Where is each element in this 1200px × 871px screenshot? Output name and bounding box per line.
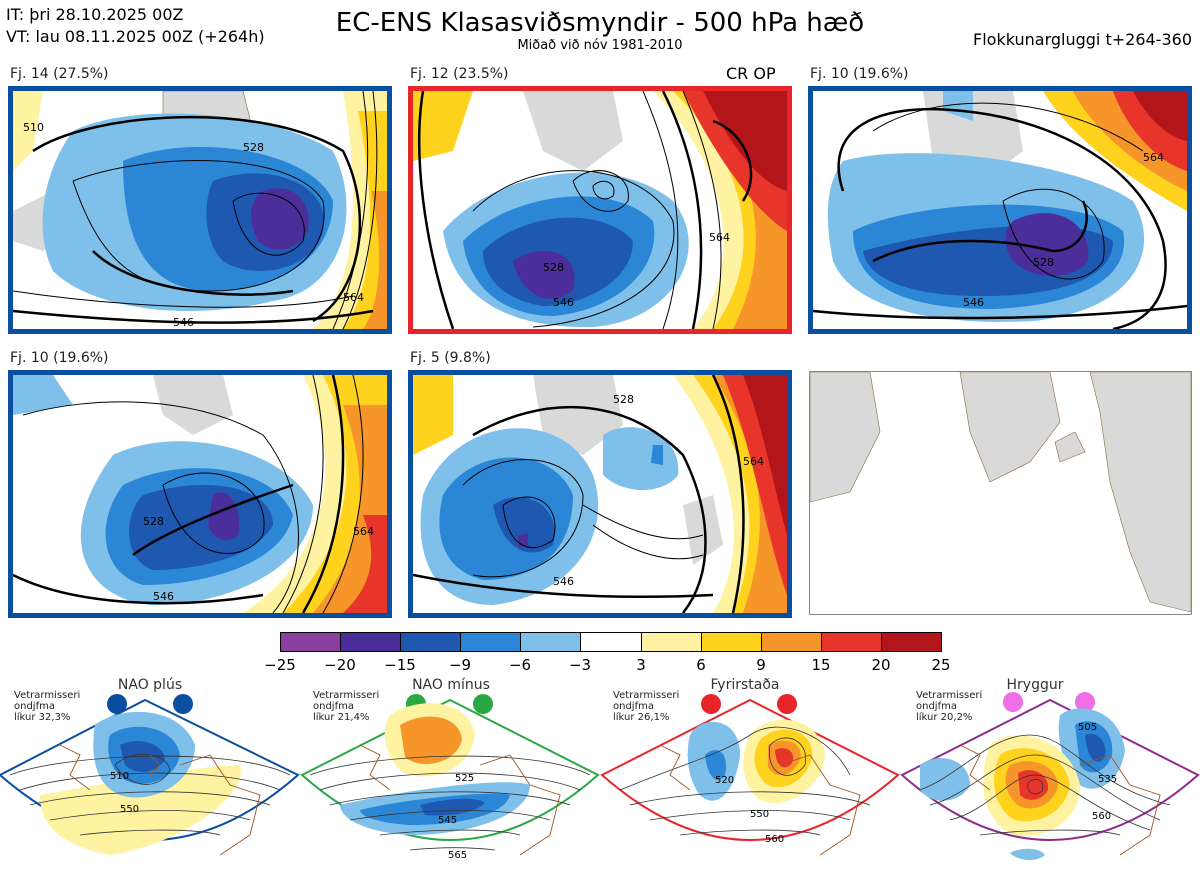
colorbar-swatch (821, 633, 882, 651)
regime-contour-label: 505 (1078, 722, 1097, 733)
regime-contour-label: 535 (1098, 774, 1117, 785)
colorbar-tick: 9 (756, 656, 766, 674)
regime-marker (1003, 692, 1023, 712)
cluster-label: Fj. 12 (23.5%) (410, 66, 509, 82)
regime-title: NAO plús (117, 677, 183, 693)
cluster-map-2: 528 546 564 (408, 86, 792, 334)
regime-marker (473, 694, 493, 714)
regime-contour-label: 510 (110, 771, 129, 782)
regime-title: NAO mínus (412, 677, 490, 693)
regime-note: Vetrarmisseri ondjfma líkur 20,2% (916, 690, 983, 723)
header-times: IT: þri 28.10.2025 00Z VT: lau 08.11.202… (6, 4, 265, 48)
classification-window: Flokkunargluggi t+264-360 (973, 30, 1192, 49)
empty-map-panel (809, 371, 1192, 615)
contour-label: 564 (709, 231, 730, 244)
cluster-label: Fj. 5 (9.8%) (410, 350, 491, 366)
regime-contour-label: 550 (750, 809, 769, 820)
contour-label: 528 (613, 393, 634, 406)
colorbar-swatch (341, 633, 402, 651)
colorbar-swatch (281, 633, 342, 651)
regime-marker (701, 694, 721, 714)
valid-time: VT: lau 08.11.2025 00Z (+264h) (6, 27, 265, 46)
regime-title: Fyrirstaða (710, 677, 780, 693)
regime-contour-label: 550 (120, 804, 139, 815)
cluster-map-3: 528 546 564 (808, 86, 1192, 334)
regime-title: Hryggur (1006, 677, 1064, 693)
regime-note: Vetrarmisseri ondjfma líkur 26,1% (613, 690, 680, 723)
colorbar-swatch (401, 633, 462, 651)
contour-label: 528 (143, 515, 164, 528)
contour-label: 546 (553, 296, 574, 309)
page-subtitle: Miðað við nóv 1981-2010 (517, 38, 683, 53)
regime-map-nao-plus: 510 550 (0, 698, 300, 856)
contour-label: 528 (543, 261, 564, 274)
colorbar-swatch (701, 633, 762, 651)
contour-label: 528 (1033, 256, 1054, 269)
contour-label: 546 (173, 316, 194, 329)
colorbar-tick: 25 (931, 656, 951, 674)
contour-label: 546 (553, 575, 574, 588)
colorbar-swatch (461, 633, 522, 651)
contour-label: 564 (343, 291, 364, 304)
regime-note: Vetrarmisseri ondjfma líkur 21,4% (313, 690, 380, 723)
initial-time: IT: þri 28.10.2025 00Z (6, 5, 184, 24)
colorbar (280, 632, 942, 652)
cluster-map-1: 528 546 564 510 (8, 86, 392, 334)
contour-label: 510 (23, 121, 44, 134)
colorbar-swatch (581, 633, 642, 651)
regime-marker (173, 694, 193, 714)
regime-contour-label: 560 (1092, 811, 1111, 822)
colorbar-swatch (881, 633, 942, 651)
colorbar-tick: −9 (448, 656, 472, 674)
regime-contour-label: 525 (455, 773, 474, 784)
colorbar-tick: −6 (508, 656, 532, 674)
regime-map-blocking: 520 550 560 (600, 698, 900, 856)
colorbar-tick: 3 (636, 656, 646, 674)
contour-label: 528 (243, 141, 264, 154)
colorbar-swatch (761, 633, 822, 651)
contour-label: 564 (1143, 151, 1164, 164)
cluster-label: Fj. 10 (19.6%) (10, 350, 109, 366)
cluster-map-5: 528 546 564 (408, 370, 792, 618)
regime-note: Vetrarmisseri ondjfma líkur 32,3% (14, 690, 81, 723)
cluster-label: Fj. 14 (27.5%) (10, 66, 109, 82)
cluster-label: Fj. 10 (19.6%) (810, 66, 909, 82)
colorbar-tick: −3 (568, 656, 592, 674)
regime-contour-label: 520 (715, 775, 734, 786)
colorbar-swatch (641, 633, 702, 651)
control-run-badge: CR OP (726, 64, 776, 83)
colorbar-swatch (521, 633, 582, 651)
colorbar-tick: −20 (324, 656, 356, 674)
regime-map-nao-minus: 525 545 565 (300, 698, 600, 861)
colorbar-tick: −25 (264, 656, 296, 674)
colorbar-tick: 20 (871, 656, 891, 674)
colorbar-tick: −15 (384, 656, 416, 674)
regime-contour-label: 560 (765, 834, 784, 845)
regime-marker (107, 694, 127, 714)
contour-label: 564 (743, 455, 764, 468)
contour-label: 546 (153, 590, 174, 603)
contour-label: 564 (353, 525, 374, 538)
colorbar-tick: 15 (811, 656, 831, 674)
colorbar-tick: 6 (696, 656, 706, 674)
contour-label: 546 (963, 296, 984, 309)
cluster-map-4: 528 546 564 (8, 370, 392, 618)
regime-contour-label: 565 (448, 850, 467, 861)
regime-contour-label: 545 (438, 815, 457, 826)
regime-marker (1075, 692, 1095, 712)
regime-map-ridge: 505 535 560 (900, 698, 1200, 861)
page-title: EC-ENS Klasasviðsmyndir - 500 hPa hæð (335, 8, 865, 38)
regime-marker (777, 694, 797, 714)
